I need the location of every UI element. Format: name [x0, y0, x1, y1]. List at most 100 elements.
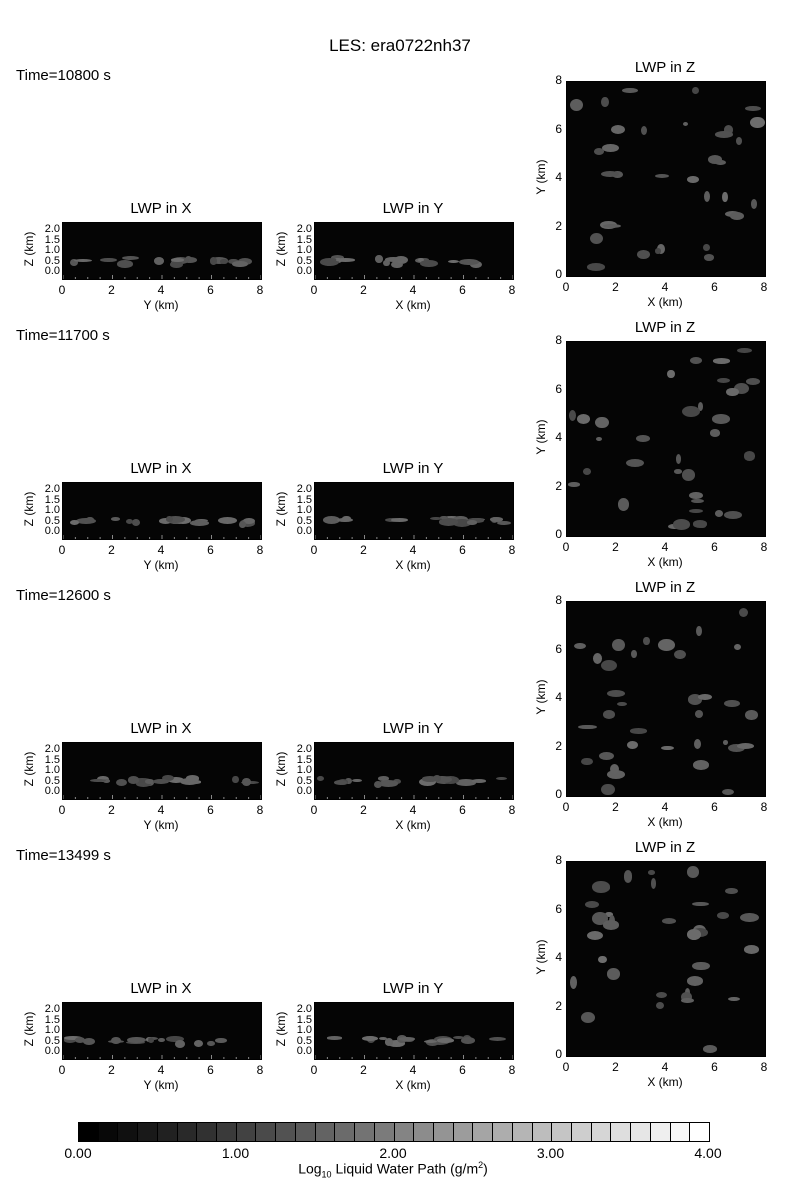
cloud-patch [715, 159, 727, 166]
map-x-tick-label: 0 [562, 280, 570, 294]
cloud-patch [675, 453, 682, 464]
map-x-axis-label: X (km) [647, 295, 683, 309]
cloud-patch [190, 519, 209, 526]
cloud-patch [316, 775, 325, 782]
cloud-patch [440, 515, 448, 520]
map-y-tick-label: 8 [555, 593, 562, 607]
lwp-y-panel [314, 482, 514, 540]
cloud-patch [693, 760, 709, 770]
cloud-patch [693, 738, 701, 749]
cloud-patch [377, 776, 389, 781]
colorbar-tick-label: 3.00 [536, 1145, 565, 1161]
z-tick-label: 1.5 [44, 1013, 60, 1026]
horiz-tick-label: 2 [360, 543, 367, 557]
lwp-y-panel [314, 222, 514, 280]
horiz-tick-label: 2 [108, 543, 115, 557]
horiz-tick-label: 8 [256, 803, 264, 817]
cloud-patch [242, 778, 251, 787]
map-x-tick-label: 6 [711, 280, 718, 294]
z-tick-label: 0.0 [44, 265, 60, 277]
cloud-patch [599, 752, 615, 761]
map-x-axis-label: X (km) [647, 815, 683, 829]
cloud-patch [714, 510, 724, 518]
cloud-patch [703, 1045, 717, 1053]
horiz-tick-label: 8 [508, 543, 516, 557]
z-axis-label: Z (km) [274, 751, 288, 787]
z-tick-label: 1.0 [44, 1024, 60, 1036]
cloud-patch [162, 775, 174, 782]
cloud-patch [658, 638, 675, 651]
map-y-tick-label: 8 [555, 333, 562, 347]
cloud-patch [490, 517, 503, 523]
z-tick-label: 2.0 [44, 1003, 60, 1015]
cloud-patch [466, 520, 478, 525]
cloud-patch [692, 901, 710, 907]
cloud-patch [603, 920, 619, 930]
horiz-tick-label: 0 [310, 1063, 318, 1077]
colorbar-level [571, 1123, 592, 1141]
cloud-patch [76, 518, 96, 525]
cloud-patch [157, 1037, 165, 1043]
cloud-patch [735, 136, 743, 146]
cloud-patch [115, 779, 127, 787]
cloud-patch [333, 780, 348, 786]
cloud-patch [648, 870, 656, 875]
colorbar-level [295, 1123, 316, 1141]
panel-title-lwp-y: LWP in Y [382, 720, 444, 737]
cloud-patch [218, 517, 238, 525]
cloud-patch [687, 694, 703, 705]
cloud-patch [623, 870, 633, 883]
cloud-patch [716, 377, 730, 383]
cloud-patch [430, 516, 442, 521]
cloud-patch [131, 518, 141, 526]
cloud-patch [703, 244, 710, 252]
colorbar [78, 1122, 710, 1142]
cloud-patch [723, 740, 729, 745]
cloud-patch [193, 1039, 204, 1047]
horiz-tick-label: 6 [459, 283, 466, 297]
cloud-patch [399, 1037, 415, 1041]
map-x-tick-label: 6 [711, 540, 718, 554]
colorbar-level [217, 1123, 237, 1141]
cloud-patch [730, 211, 745, 220]
horiz-tick-label: 2 [108, 283, 115, 297]
cloud-patch [439, 518, 458, 526]
horiz-tick-label: 8 [256, 283, 264, 297]
cloud-patch [352, 778, 362, 783]
map-x-tick-label: 4 [661, 280, 669, 294]
cloud-patch [219, 259, 229, 264]
map-y-axis-label: Y (km) [534, 419, 548, 455]
cloud-patch [595, 416, 609, 429]
z-tick-label: 1.0 [296, 504, 312, 516]
horiz-tick-label: 6 [207, 283, 214, 297]
cloud-patch [637, 249, 650, 259]
horiz-tick-label: 4 [409, 283, 417, 297]
cloud-patch [626, 740, 638, 749]
z-tick-label: 1.0 [296, 244, 312, 256]
z-axis-label: Z (km) [22, 491, 36, 527]
map-x-tick-label: 0 [562, 1060, 570, 1074]
map-y-tick-label: 0 [555, 1047, 562, 1061]
z-tick-label: 2.0 [296, 743, 312, 755]
map-x-tick-label: 2 [612, 1060, 619, 1074]
cloud-patch [153, 257, 165, 265]
colorbar-level [552, 1123, 572, 1141]
time-label: Time=10800 s [16, 67, 111, 84]
map-x-tick-label: 6 [711, 800, 718, 814]
cloud-patch [723, 124, 734, 135]
map-y-tick-label: 6 [555, 381, 562, 396]
horiz-tick-label: 8 [508, 803, 516, 817]
cloud-patch [611, 124, 626, 134]
horiz-tick-label: 6 [459, 1063, 466, 1077]
cloud-patch [694, 709, 704, 718]
panel-title-lwp-z: LWP in Z [634, 59, 696, 76]
z-tick-label: 1.0 [296, 1024, 312, 1036]
cloud-patch [170, 260, 183, 269]
cloud-patch [709, 429, 721, 437]
horiz-tick-label: 8 [508, 283, 516, 297]
horiz-tick-label: 0 [310, 283, 318, 297]
colorbar-level [631, 1123, 651, 1141]
cloud-patch [651, 878, 657, 889]
z-tick-label: 0.0 [44, 1045, 60, 1057]
cloud-patch [209, 257, 218, 265]
